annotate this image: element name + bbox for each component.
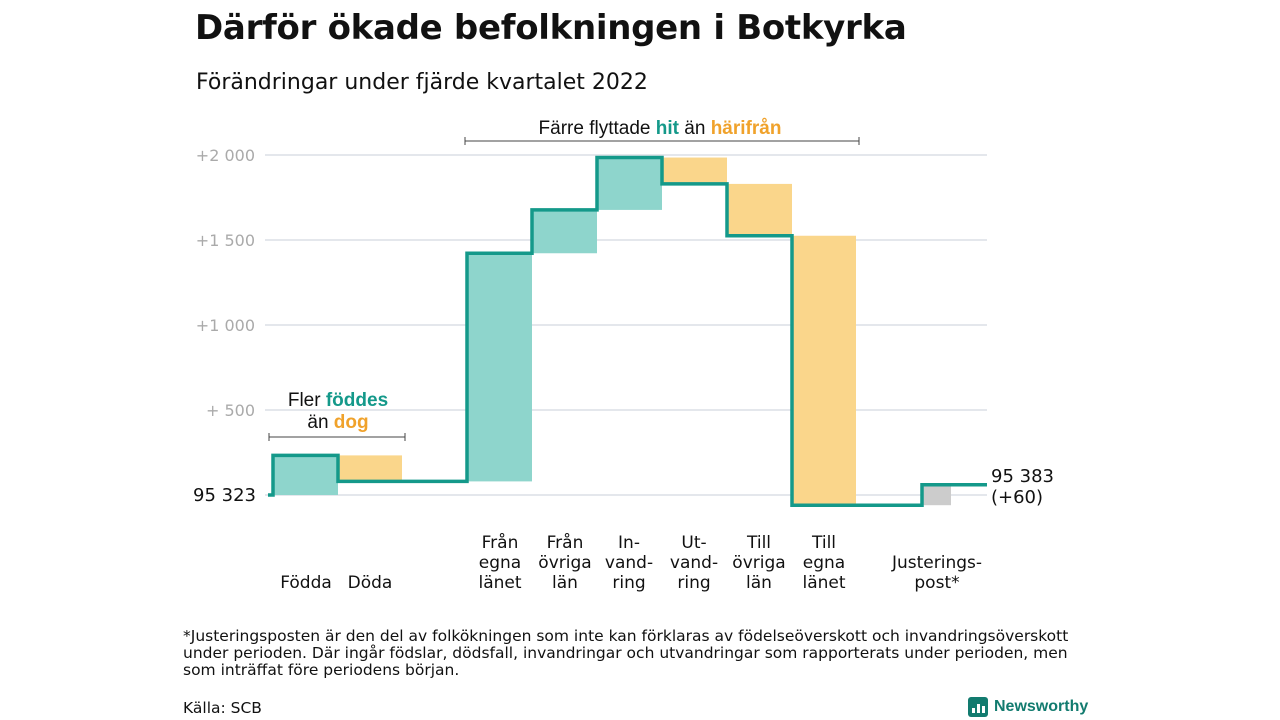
waterfall-chart: + 500+1 000+1 500+2 000 Födda DödaFrånegn… bbox=[193, 118, 1054, 593]
category-label: Födda bbox=[280, 573, 332, 593]
y-tick-label: +1 000 bbox=[196, 316, 255, 335]
category-label: ring bbox=[677, 573, 710, 593]
y-tick-label: +2 000 bbox=[196, 146, 255, 165]
chart-subtitle: Förändringar under fjärde kvartalet 2022 bbox=[196, 70, 648, 95]
category-label: län bbox=[552, 573, 578, 593]
brand-logo: Newsworthy bbox=[968, 697, 1088, 717]
start-value-label: 95 323 bbox=[193, 485, 256, 506]
category-label: egna bbox=[803, 553, 845, 573]
bar-step-4 bbox=[532, 209, 597, 254]
bar-step-2 bbox=[338, 455, 402, 482]
category-label: Döda bbox=[348, 573, 393, 593]
source-label: Källa: SCB bbox=[183, 699, 262, 717]
bar-step-9 bbox=[922, 484, 951, 506]
bar-step-5 bbox=[597, 157, 662, 210]
category-label: länet bbox=[802, 573, 845, 593]
migration-annotation-text: Färre flyttade hit än härifrån bbox=[539, 118, 782, 139]
migration-annotation: Färre flyttade hit än härifrån bbox=[464, 118, 860, 145]
newsworthy-icon bbox=[968, 697, 988, 717]
category-label: länet bbox=[478, 573, 521, 593]
cumulative-step-line bbox=[268, 155, 987, 507]
category-label: övriga bbox=[732, 553, 785, 573]
category-label: ring bbox=[612, 573, 645, 593]
category-label: post* bbox=[914, 573, 959, 593]
end-value-label: 95 383 bbox=[991, 466, 1054, 487]
bar-step-7 bbox=[727, 183, 792, 236]
label-layer: Födda DödaFrånegnalänetFrånövrigalänIn-va… bbox=[193, 466, 1054, 593]
category-label: Från bbox=[547, 532, 584, 553]
footnote: *Justeringsposten är den del av folkökni… bbox=[183, 627, 1069, 679]
category-label: övriga bbox=[538, 553, 591, 573]
bar-step-1 bbox=[273, 455, 338, 495]
category-label: Till bbox=[811, 533, 836, 553]
bar-step-3 bbox=[467, 253, 532, 482]
bar-step-8 bbox=[792, 235, 856, 506]
category-label: län bbox=[746, 573, 772, 593]
end-value-label: (+60) bbox=[991, 487, 1043, 508]
line-layer bbox=[268, 155, 987, 507]
births-annotation-line2: än dog bbox=[307, 412, 368, 433]
births-annotation-line1: Fler föddes bbox=[288, 390, 388, 411]
category-label: In- bbox=[618, 533, 640, 553]
category-label: Från bbox=[482, 532, 519, 553]
category-label: vand- bbox=[605, 553, 653, 573]
bar-step-6 bbox=[662, 157, 727, 184]
births-annotation: Fler föddes än dog bbox=[268, 390, 406, 441]
brand-name: Newsworthy bbox=[994, 698, 1089, 715]
category-label: egna bbox=[479, 553, 521, 573]
category-label: vand- bbox=[670, 553, 718, 573]
bar-layer bbox=[273, 157, 951, 506]
chart-title: Därför ökade befolkningen i Botkyrka bbox=[195, 8, 907, 48]
y-tick-label: +1 500 bbox=[196, 231, 255, 250]
category-label: Till bbox=[746, 533, 771, 553]
grid-layer: + 500 +1 000 +1 500 +2 000 bbox=[196, 146, 987, 496]
y-tick-label: + 500 bbox=[206, 401, 255, 420]
category-label: Justerings- bbox=[891, 553, 982, 573]
category-label: Ut- bbox=[681, 533, 706, 553]
